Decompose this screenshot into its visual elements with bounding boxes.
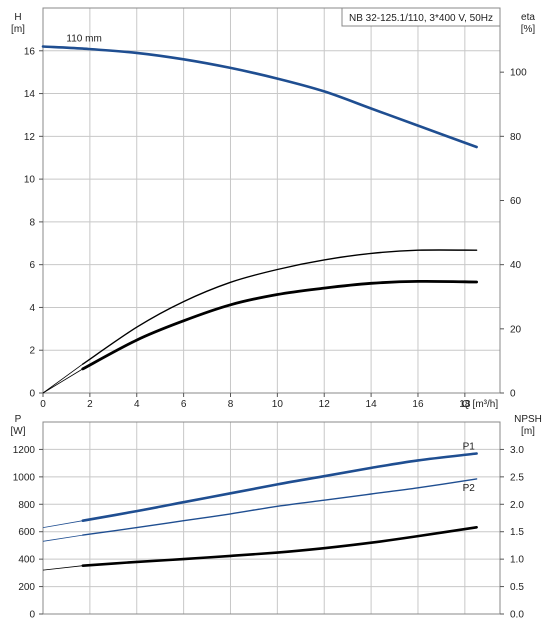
series-extension-line (42, 520, 83, 528)
x-tick-label: 16 (412, 399, 424, 410)
right-tick-label: 80 (510, 132, 522, 143)
x-tick-label: 6 (181, 399, 187, 410)
series-extension-line (42, 368, 84, 394)
x-tick-label: 4 (134, 399, 140, 410)
right-tick-label: 0 (510, 389, 516, 400)
left-tick-label: 8 (29, 217, 35, 228)
left-tick-label: 10 (24, 175, 36, 186)
right-tick-label: 2.5 (510, 472, 524, 483)
plot-frame (42, 7, 501, 394)
right-tick-label: 1.0 (510, 555, 524, 566)
right-tick-label: 0.5 (510, 582, 524, 593)
left-axis-name: H (14, 12, 21, 23)
x-tick-label: 14 (366, 399, 378, 410)
left-tick-label: 400 (18, 555, 35, 566)
right-tick-label: 0.0 (510, 610, 524, 621)
left-axis-unit: [m] (11, 24, 25, 35)
x-tick-label: 8 (228, 399, 234, 410)
left-tick-label: 0 (29, 610, 35, 621)
right-tick-label: 2.0 (510, 500, 524, 511)
x-tick-label: 2 (87, 399, 93, 410)
left-tick-label: 2 (29, 346, 35, 357)
left-axis-name: P (15, 414, 22, 425)
x-tick-label: 12 (319, 399, 331, 410)
right-axis-name: NPSH (514, 414, 542, 425)
left-tick-label: 4 (29, 303, 35, 314)
right-axis-unit: [m] (521, 426, 535, 437)
left-tick-label: 1200 (13, 445, 36, 456)
series-label: 110 mm (66, 34, 101, 45)
left-tick-label: 600 (18, 527, 35, 538)
title-box (341, 7, 501, 27)
left-tick-label: 14 (24, 89, 36, 100)
left-tick-label: 1000 (13, 472, 36, 483)
right-tick-label: 20 (510, 324, 522, 335)
chart-title: NB 32-125.1/110, 3*400 V, 50Hz (349, 13, 493, 24)
left-tick-label: 12 (24, 132, 36, 143)
series-extension-line (42, 363, 84, 394)
right-tick-label: 1.5 (510, 527, 524, 538)
left-tick-label: 16 (24, 46, 36, 57)
x-tick-label: 18 (459, 399, 471, 410)
series-line (41, 45, 478, 149)
left-tick-label: 6 (29, 260, 35, 271)
right-tick-label: 40 (510, 260, 522, 271)
right-tick-label: 3.0 (510, 445, 524, 456)
left-tick-label: 800 (18, 500, 35, 511)
right-tick-label: 60 (510, 196, 522, 207)
series-extension-line (42, 565, 83, 571)
right-axis-unit: [%] (521, 24, 536, 35)
x-axis-label: Q [m³/h] (462, 399, 498, 410)
series-line (82, 249, 478, 365)
series-label: P1 (463, 442, 476, 453)
plot-frame (42, 421, 501, 615)
left-tick-label: 0 (29, 389, 35, 400)
x-tick-label: 10 (272, 399, 284, 410)
right-axis-name: eta (521, 12, 535, 23)
series-label: P2 (463, 483, 476, 494)
series-extension-line (42, 534, 83, 542)
x-tick-label: 0 (40, 399, 46, 410)
left-tick-label: 200 (18, 582, 35, 593)
right-tick-label: 100 (510, 68, 527, 79)
left-axis-unit: [W] (11, 426, 26, 437)
